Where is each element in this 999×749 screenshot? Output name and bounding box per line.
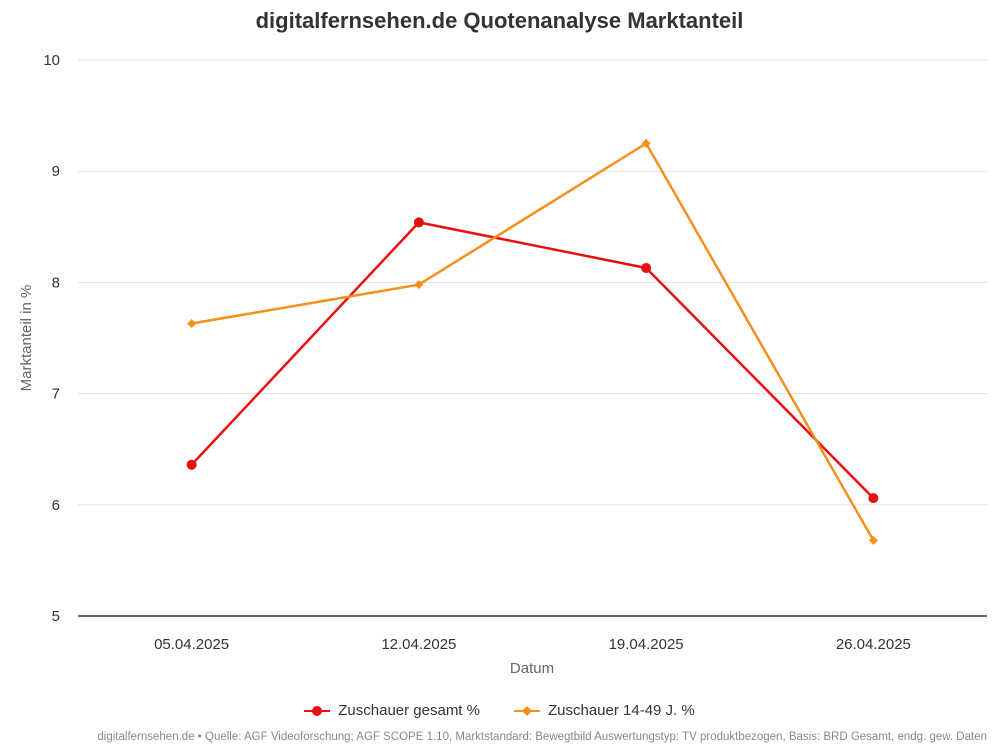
legend-item-series-2[interactable]: Zuschauer 14-49 J. % — [513, 702, 695, 719]
y-tick-label: 6 — [52, 497, 60, 514]
y-tick-label: 7 — [52, 386, 60, 403]
chart-title: digitalfernsehen.de Quotenanalyse Markta… — [255, 8, 744, 33]
x-tick-label: 12.04.2025 — [381, 636, 456, 653]
data-point[interactable] — [641, 138, 651, 148]
series-line — [190, 221, 875, 500]
data-point[interactable] — [414, 280, 424, 290]
line-chart: 5 6 7 8 9 10 05.04.2025 12.04.2025 19.04.2025 26… — [18, 52, 987, 677]
data-point[interactable] — [187, 319, 197, 329]
y-axis-ticks: 5 6 7 8 9 10 — [43, 52, 60, 625]
series-lines — [186, 138, 879, 545]
legend: Zuschauer gesamt % Zuschauer 14-49 J. % — [0, 702, 999, 719]
y-tick-label: 8 — [52, 274, 60, 291]
legend-swatch-red-icon — [304, 705, 331, 716]
data-point[interactable] — [413, 217, 424, 228]
series-2 — [187, 138, 878, 545]
x-tick-label: 19.04.2025 — [609, 636, 684, 653]
y-axis-title: Marktanteil in % — [18, 285, 35, 392]
gridlines — [78, 59, 987, 617]
legend-item-series-1[interactable]: Zuschauer gesamt % — [304, 702, 480, 719]
data-point[interactable] — [186, 459, 197, 470]
y-tick-label: 5 — [52, 608, 60, 625]
source-footer: digitalfernsehen.de • Quelle: AGF Videof… — [97, 731, 987, 743]
legend-label: Zuschauer gesamt % — [338, 702, 480, 719]
series-line — [191, 142, 875, 542]
y-tick-label: 9 — [52, 163, 60, 180]
data-point[interactable] — [868, 535, 878, 545]
data-point[interactable] — [641, 262, 652, 273]
x-tick-label: 26.04.2025 — [836, 636, 911, 653]
y-tick-label: 10 — [43, 52, 60, 69]
x-axis-title: Datum — [510, 660, 554, 677]
legend-label: Zuschauer 14-49 J. % — [547, 702, 695, 719]
data-point[interactable] — [868, 493, 879, 504]
legend-swatch-orange-icon — [513, 705, 540, 716]
x-tick-label: 05.04.2025 — [154, 636, 229, 653]
x-axis-ticks: 05.04.2025 12.04.2025 19.04.2025 26.04.2025 — [154, 636, 911, 653]
series-1 — [186, 217, 879, 504]
